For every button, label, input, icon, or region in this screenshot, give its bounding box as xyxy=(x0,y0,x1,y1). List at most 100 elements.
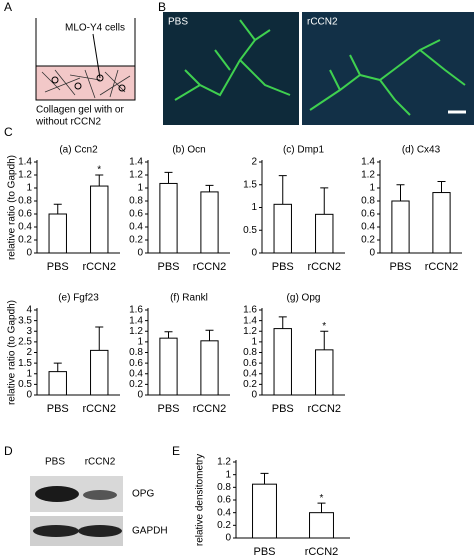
image-label: PBS xyxy=(168,17,188,28)
y-tick-label: 0.4 xyxy=(129,222,143,233)
error-bar xyxy=(317,502,326,513)
y-tick-label: 0 xyxy=(137,390,143,401)
y-tick-label: 0.6 xyxy=(217,495,231,506)
y-tick-label: 1.6 xyxy=(129,305,143,316)
chart-title: (c) Dmp1 xyxy=(283,145,325,156)
diagram-caption: Collagen gel with or xyxy=(36,105,124,116)
y-tick-label: 0.2 xyxy=(129,379,143,390)
y-tick-label: 1.5 xyxy=(243,179,257,190)
y-tick-label: 1.2 xyxy=(243,326,257,337)
bar xyxy=(273,328,292,396)
error-bar xyxy=(205,184,214,192)
panel-label: B xyxy=(158,0,166,14)
x-tick-label: rCCN2 xyxy=(193,403,227,415)
y-tick-label: 0.2 xyxy=(129,235,143,246)
x-tick-label: rCCN2 xyxy=(193,261,227,273)
y-tick-label: 1.2 xyxy=(361,170,375,181)
error-bar xyxy=(278,316,287,329)
y-tick-label: 0.2 xyxy=(18,235,32,246)
y-tick-label: 0 xyxy=(251,390,257,401)
x-tick-label: PBS xyxy=(47,403,69,415)
y-tick-label: 0 xyxy=(137,248,143,259)
y-tick-label: 0.4 xyxy=(217,507,231,518)
x-tick-label: rCCN2 xyxy=(307,403,341,415)
y-tick-label: 1.6 xyxy=(243,305,257,316)
lane-label: rCCN2 xyxy=(85,457,116,468)
y-tick-label: 3.5 xyxy=(18,315,32,326)
band-label: GAPDH xyxy=(132,526,168,537)
band-label: OPG xyxy=(132,489,154,500)
significance-marker: * xyxy=(320,493,324,504)
bar xyxy=(309,512,334,539)
error-bar xyxy=(278,175,287,205)
error-bar xyxy=(164,171,173,184)
bar xyxy=(315,213,334,254)
x-tick-label: PBS xyxy=(272,403,294,415)
y-tick-label: 0.6 xyxy=(129,358,143,369)
culture-diagram xyxy=(35,18,136,101)
y-tick-label: 1.2 xyxy=(18,170,32,181)
bar xyxy=(200,191,219,254)
y-tick-label: 0.2 xyxy=(361,235,375,246)
y-tick-label: 4 xyxy=(26,305,32,316)
bar xyxy=(48,371,67,396)
y-tick-label: 0 xyxy=(369,248,375,259)
y-tick-label: 1.4 xyxy=(129,157,143,168)
y-tick-label: 1 xyxy=(251,202,257,213)
bar xyxy=(315,349,334,396)
error-bar xyxy=(95,326,104,351)
y-tick-label: 1 xyxy=(369,183,375,194)
x-tick-label: PBS xyxy=(157,403,179,415)
x-tick-label: PBS xyxy=(157,261,179,273)
y-tick-label: 2.5 xyxy=(18,337,32,348)
bar xyxy=(391,200,410,254)
y-tick-label: 1.2 xyxy=(129,170,143,181)
error-bar xyxy=(95,174,104,187)
y-tick-label: 1 xyxy=(137,183,143,194)
chart-title: (f) Rankl xyxy=(170,293,208,304)
y-tick-label: 0 xyxy=(26,248,32,259)
panel-label: E xyxy=(172,444,180,458)
y-tick-label: 0.5 xyxy=(18,379,32,390)
y-tick-label: 0.4 xyxy=(18,222,32,233)
bar xyxy=(432,192,451,254)
x-tick-label: PBS xyxy=(272,261,294,273)
bar xyxy=(200,340,219,396)
y-tick-label: 0.8 xyxy=(129,347,143,358)
bar xyxy=(252,483,277,539)
x-tick-label: rCCN2 xyxy=(82,403,116,415)
y-tick-label: 0 xyxy=(251,248,257,259)
y-tick-label: 1.2 xyxy=(217,457,231,468)
chart-title: (e) Fgf23 xyxy=(58,293,99,304)
x-tick-label: PBS xyxy=(47,261,69,273)
error-bar xyxy=(396,184,405,201)
image-label: rCCN2 xyxy=(307,17,338,28)
x-tick-label: rCCN2 xyxy=(425,261,459,273)
y-tick-label: 0.2 xyxy=(243,379,257,390)
panel-label: C xyxy=(4,125,13,139)
y-tick-label: 0.6 xyxy=(18,209,32,220)
y-tick-label: 1.2 xyxy=(129,326,143,337)
bar xyxy=(273,203,292,254)
y-tick-label: 1 xyxy=(26,183,32,194)
y-tick-label: 2 xyxy=(251,157,257,168)
panel-label: D xyxy=(4,444,13,458)
y-tick-label: 0.8 xyxy=(361,196,375,207)
y-tick-label: 1.4 xyxy=(18,157,32,168)
x-tick-label: rCCN2 xyxy=(305,546,339,558)
error-bar xyxy=(205,329,214,341)
x-tick-label: rCCN2 xyxy=(82,261,116,273)
error-bar xyxy=(320,187,329,215)
y-tick-label: 1 xyxy=(225,469,231,480)
y-tick-label: 1.4 xyxy=(129,315,143,326)
y-axis-label: relative densitometry xyxy=(195,454,206,546)
chart-title: (g) Opg xyxy=(287,293,321,304)
error-bar xyxy=(437,181,446,193)
y-tick-label: 1.4 xyxy=(243,315,257,326)
y-tick-label: 0.6 xyxy=(129,209,143,220)
error-bar xyxy=(53,362,62,372)
error-bar xyxy=(53,203,62,214)
bar xyxy=(48,213,67,254)
western-blot xyxy=(30,476,123,546)
